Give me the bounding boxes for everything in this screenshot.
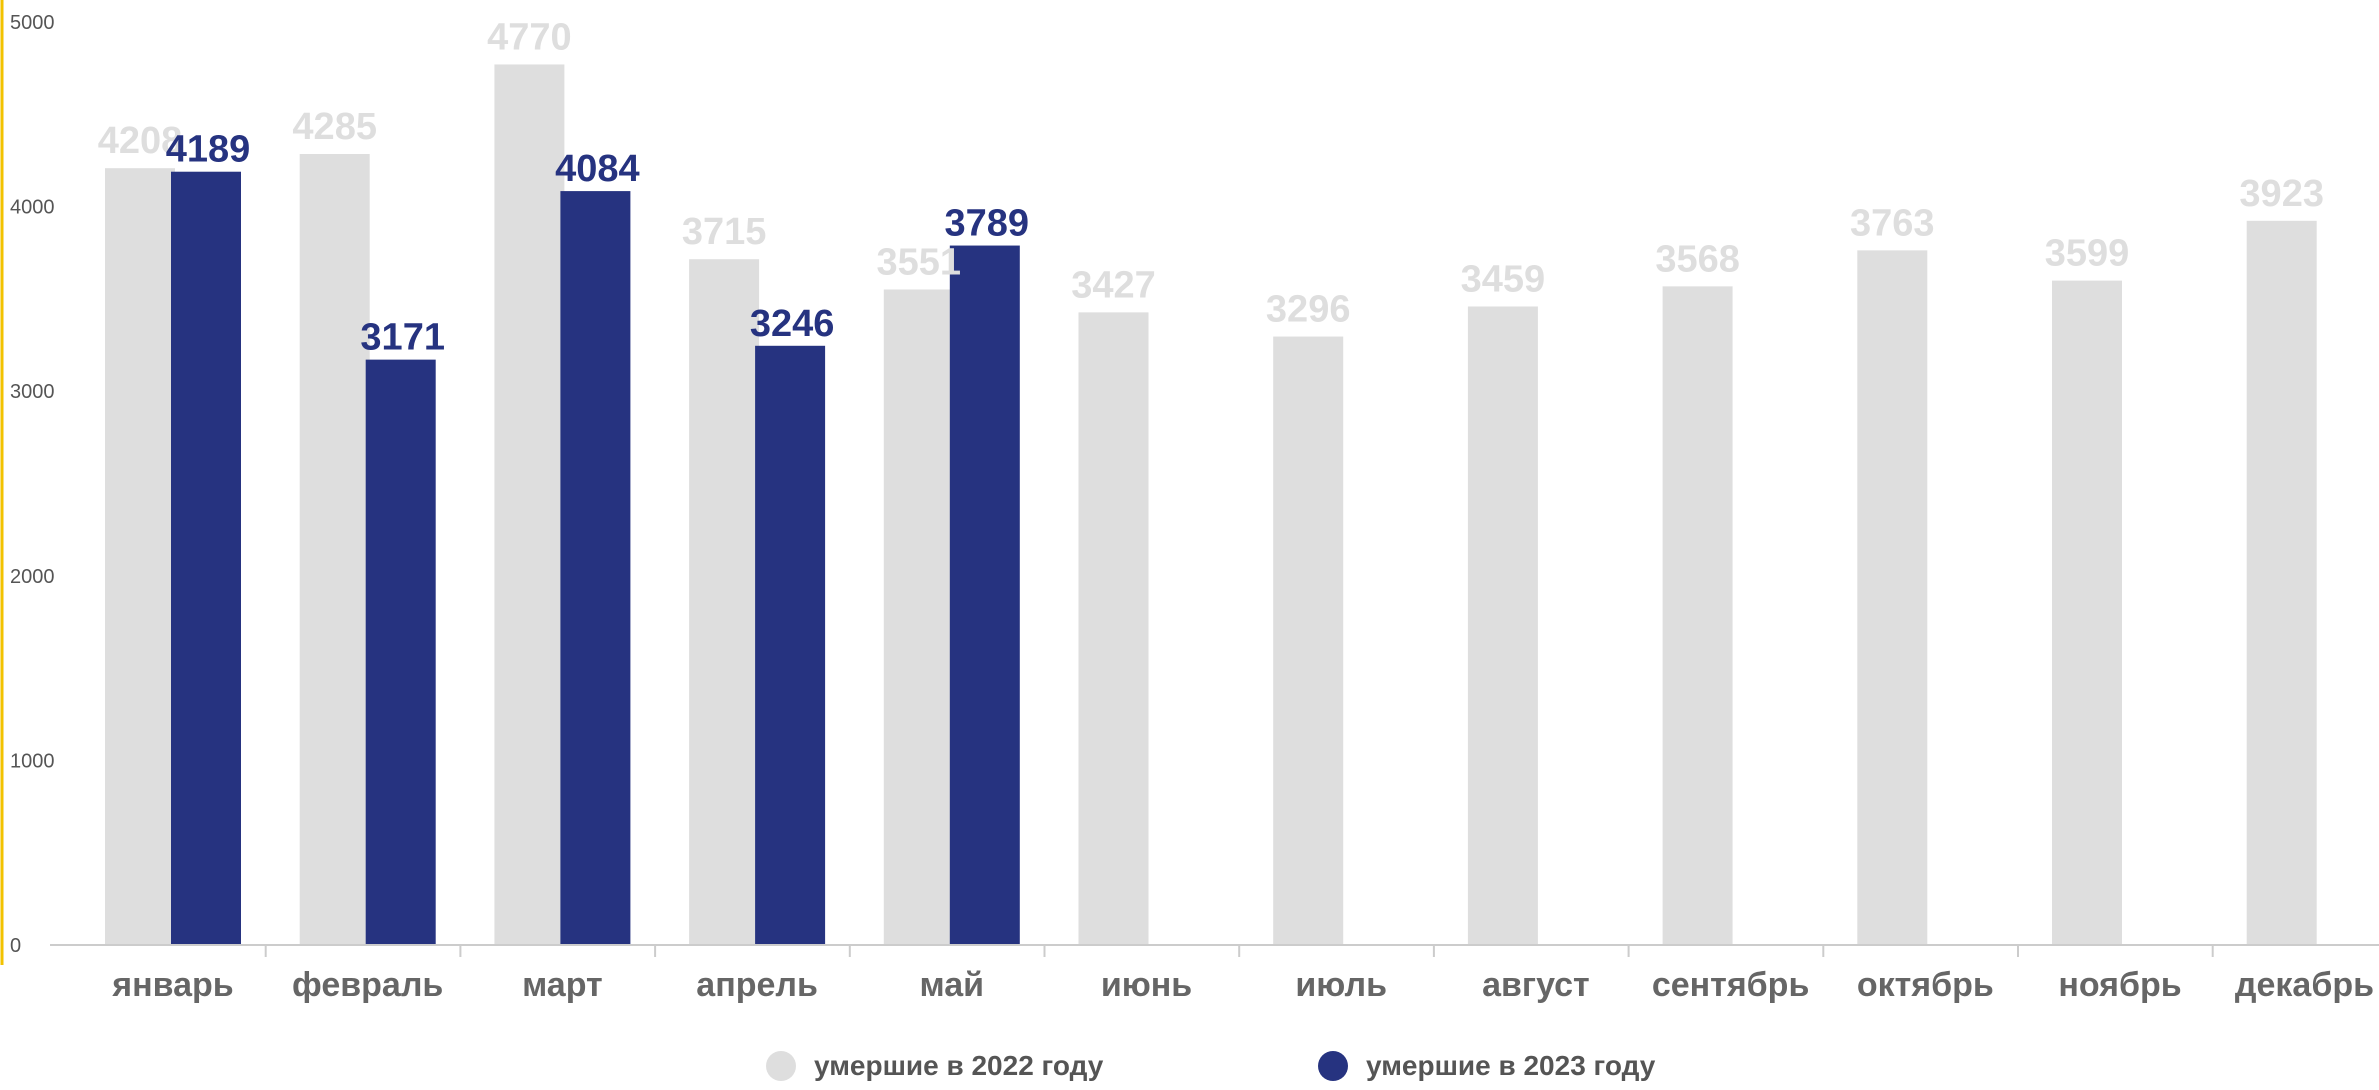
value-label-2022: 3599 — [2045, 233, 2130, 275]
x-category-label: август — [1482, 966, 1590, 1004]
legend-item-2022: умершие в 2022 году — [766, 1046, 1103, 1086]
legend-swatch-2022 — [766, 1051, 796, 1081]
bar-2022 — [1857, 250, 1928, 945]
x-category-label: ноябрь — [2058, 966, 2181, 1004]
bar-2022 — [689, 259, 760, 945]
value-label-2023: 4189 — [166, 129, 251, 171]
y-axis-ticks: 0 1000 2000 3000 4000 5000 — [10, 12, 55, 957]
x-category-label: март — [522, 966, 603, 1004]
legend: умершие в 2022 году умершие в 2023 году — [0, 1046, 2379, 1090]
value-label-2023: 3171 — [360, 317, 445, 359]
bar-2022 — [1078, 312, 1149, 945]
legend-swatch-2023 — [1318, 1051, 1348, 1081]
bars-group — [105, 64, 2317, 946]
x-category-label: май — [920, 966, 985, 1004]
value-label-2022: 3763 — [1850, 202, 1935, 244]
x-category-label: сентябрь — [1652, 966, 1810, 1004]
y-tick-label: 5000 — [10, 12, 55, 34]
x-category-label: июнь — [1101, 966, 1192, 1004]
y-tick-label: 1000 — [10, 750, 55, 772]
value-label-2022: 3459 — [1461, 258, 1546, 300]
x-category-label: февраль — [292, 966, 443, 1004]
bar-2022 — [1273, 336, 1344, 945]
y-tick-label: 0 — [10, 935, 21, 957]
x-category-label: октябрь — [1857, 966, 1994, 1004]
value-label-2022: 4208 — [98, 120, 183, 162]
y-tick-label: 3000 — [10, 381, 55, 403]
value-label-2022: 3296 — [1266, 289, 1351, 331]
bar-2022 — [2246, 220, 2317, 945]
bar-2023 — [365, 359, 436, 945]
legend-label-2023: умершие в 2023 году — [1366, 1050, 1656, 1081]
bar-2022 — [1662, 286, 1733, 946]
x-category-label: январь — [111, 966, 233, 1004]
y-tick-label: 4000 — [10, 197, 55, 219]
value-label-2022: 3923 — [2239, 173, 2324, 215]
value-label-2023: 4084 — [555, 148, 640, 190]
y-tick-label: 2000 — [10, 566, 55, 588]
value-label-2022: 3568 — [1655, 238, 1740, 280]
bar-2022 — [2052, 280, 2122, 945]
value-label-2022: 3427 — [1071, 264, 1156, 306]
bar-2023 — [171, 171, 241, 946]
value-label-2022: 4770 — [487, 16, 572, 58]
value-label-2023: 3246 — [750, 303, 835, 345]
value-label-2022: 4285 — [292, 106, 377, 148]
bar-2022 — [883, 289, 954, 945]
bar-2022 — [1467, 306, 1538, 945]
bar-2022 — [494, 64, 565, 945]
bar-2023 — [560, 191, 631, 945]
x-category-label: декабрь — [2235, 966, 2374, 1004]
x-axis-tick-marks — [264, 945, 2214, 957]
x-category-label: июль — [1295, 966, 1387, 1004]
x-category-label: апрель — [696, 966, 818, 1004]
bar-2023 — [949, 245, 1020, 945]
x-axis-labels: январь февраль март апрель май июнь июль август… — [111, 966, 2374, 1004]
bar-2023 — [755, 345, 826, 945]
bar-2022 — [299, 153, 370, 945]
value-label-2022: 3715 — [682, 211, 767, 253]
value-label-2023: 3789 — [945, 203, 1030, 245]
legend-item-2023: умершие в 2023 году — [1318, 1046, 1655, 1086]
legend-label-2022: умершие в 2022 году — [814, 1050, 1104, 1081]
bar-2022 — [105, 168, 175, 946]
value-label-2022: 3551 — [877, 241, 962, 283]
